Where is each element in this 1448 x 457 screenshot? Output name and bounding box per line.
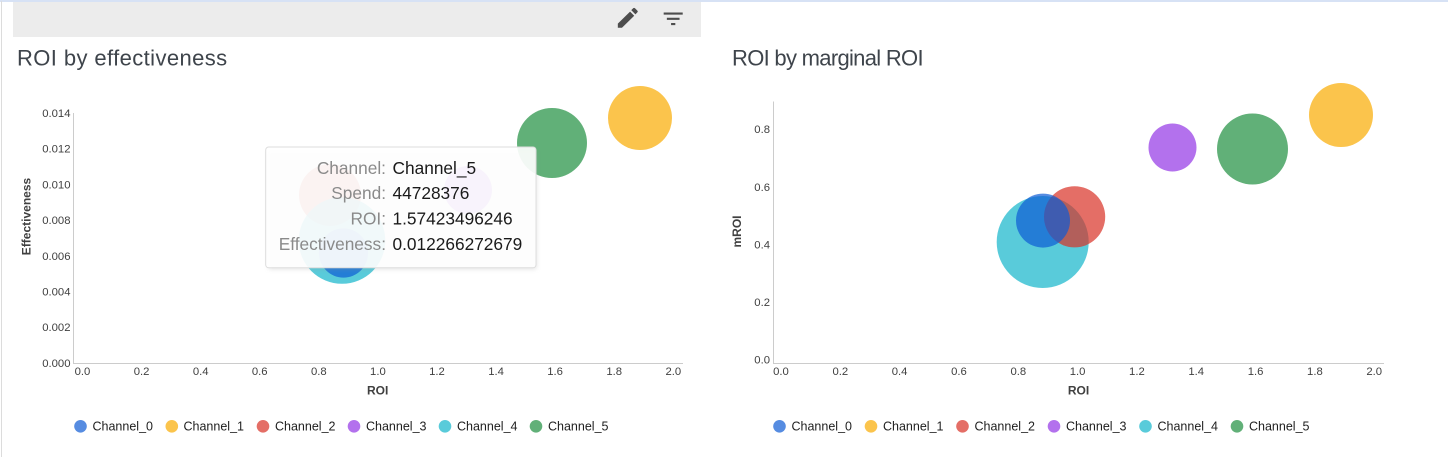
svg-text:Channel_3: Channel_3 — [1066, 420, 1127, 434]
svg-text:44728376: 44728376 — [393, 183, 470, 203]
svg-text:Channel_4: Channel_4 — [457, 420, 518, 434]
svg-text:0.000: 0.000 — [42, 358, 70, 370]
svg-text:Channel_4: Channel_4 — [1158, 420, 1219, 434]
svg-text:ROI: ROI — [367, 384, 388, 398]
svg-text:0.4: 0.4 — [193, 366, 209, 378]
svg-text:0.014: 0.014 — [42, 108, 70, 120]
svg-text:0.008: 0.008 — [42, 215, 70, 227]
svg-text:1.2: 1.2 — [1129, 366, 1145, 378]
svg-text:Channel_1: Channel_1 — [883, 420, 944, 434]
svg-text:Spend:: Spend: — [331, 183, 386, 203]
svg-text:0.0: 0.0 — [754, 355, 770, 367]
svg-text:ROI:: ROI: — [350, 209, 386, 229]
svg-text:1.6: 1.6 — [547, 366, 563, 378]
svg-text:0.4: 0.4 — [754, 239, 770, 251]
svg-text:1.2: 1.2 — [429, 366, 445, 378]
svg-text:0.004: 0.004 — [42, 287, 70, 299]
svg-text:1.4: 1.4 — [488, 366, 504, 378]
svg-text:0.010: 0.010 — [42, 179, 70, 191]
svg-text:Channel:: Channel: — [317, 158, 386, 178]
svg-text:0.0: 0.0 — [773, 366, 789, 378]
svg-text:1.0: 1.0 — [1070, 366, 1086, 378]
svg-text:Channel_5: Channel_5 — [393, 158, 477, 178]
svg-text:0.6: 0.6 — [252, 366, 268, 378]
svg-text:Channel_0: Channel_0 — [93, 420, 154, 434]
svg-text:0.6: 0.6 — [951, 366, 967, 378]
svg-text:Effectiveness:: Effectiveness: — [279, 234, 386, 254]
svg-text:0.8: 0.8 — [311, 366, 327, 378]
svg-text:Channel_1: Channel_1 — [184, 420, 245, 434]
svg-text:0.2: 0.2 — [754, 297, 770, 309]
svg-text:0.002: 0.002 — [42, 322, 70, 334]
svg-text:0.006: 0.006 — [42, 251, 70, 263]
svg-text:0.2: 0.2 — [832, 366, 848, 378]
svg-text:0.2: 0.2 — [134, 366, 150, 378]
svg-text:Channel_2: Channel_2 — [975, 420, 1036, 434]
svg-text:1.8: 1.8 — [1307, 366, 1323, 378]
svg-text:0.8: 0.8 — [1010, 366, 1026, 378]
svg-text:2.0: 2.0 — [665, 366, 681, 378]
svg-text:Channel_2: Channel_2 — [275, 420, 336, 434]
svg-text:Channel_5: Channel_5 — [548, 420, 609, 434]
svg-text:1.4: 1.4 — [1188, 366, 1204, 378]
svg-text:0.012266272679: 0.012266272679 — [393, 234, 523, 254]
svg-text:1.8: 1.8 — [606, 366, 622, 378]
svg-text:2.0: 2.0 — [1366, 366, 1382, 378]
svg-text:1.0: 1.0 — [370, 366, 386, 378]
svg-text:0.4: 0.4 — [892, 366, 908, 378]
svg-text:ROI by effectiveness: ROI by effectiveness — [17, 46, 228, 71]
svg-text:mROI: mROI — [730, 215, 744, 247]
svg-text:ROI: ROI — [1068, 384, 1089, 398]
svg-text:0.0: 0.0 — [75, 366, 91, 378]
svg-text:Channel_5: Channel_5 — [1249, 420, 1310, 434]
svg-text:0.012: 0.012 — [42, 144, 70, 156]
svg-text:Channel_3: Channel_3 — [366, 420, 427, 434]
svg-text:ROI by marginal ROI: ROI by marginal ROI — [732, 46, 923, 71]
svg-text:0.6: 0.6 — [754, 182, 770, 194]
svg-text:1.57423496246: 1.57423496246 — [393, 209, 513, 229]
svg-text:1.6: 1.6 — [1248, 366, 1264, 378]
svg-text:0.8: 0.8 — [754, 124, 770, 136]
svg-text:Effectiveness: Effectiveness — [20, 177, 34, 255]
svg-text:Channel_0: Channel_0 — [792, 420, 853, 434]
